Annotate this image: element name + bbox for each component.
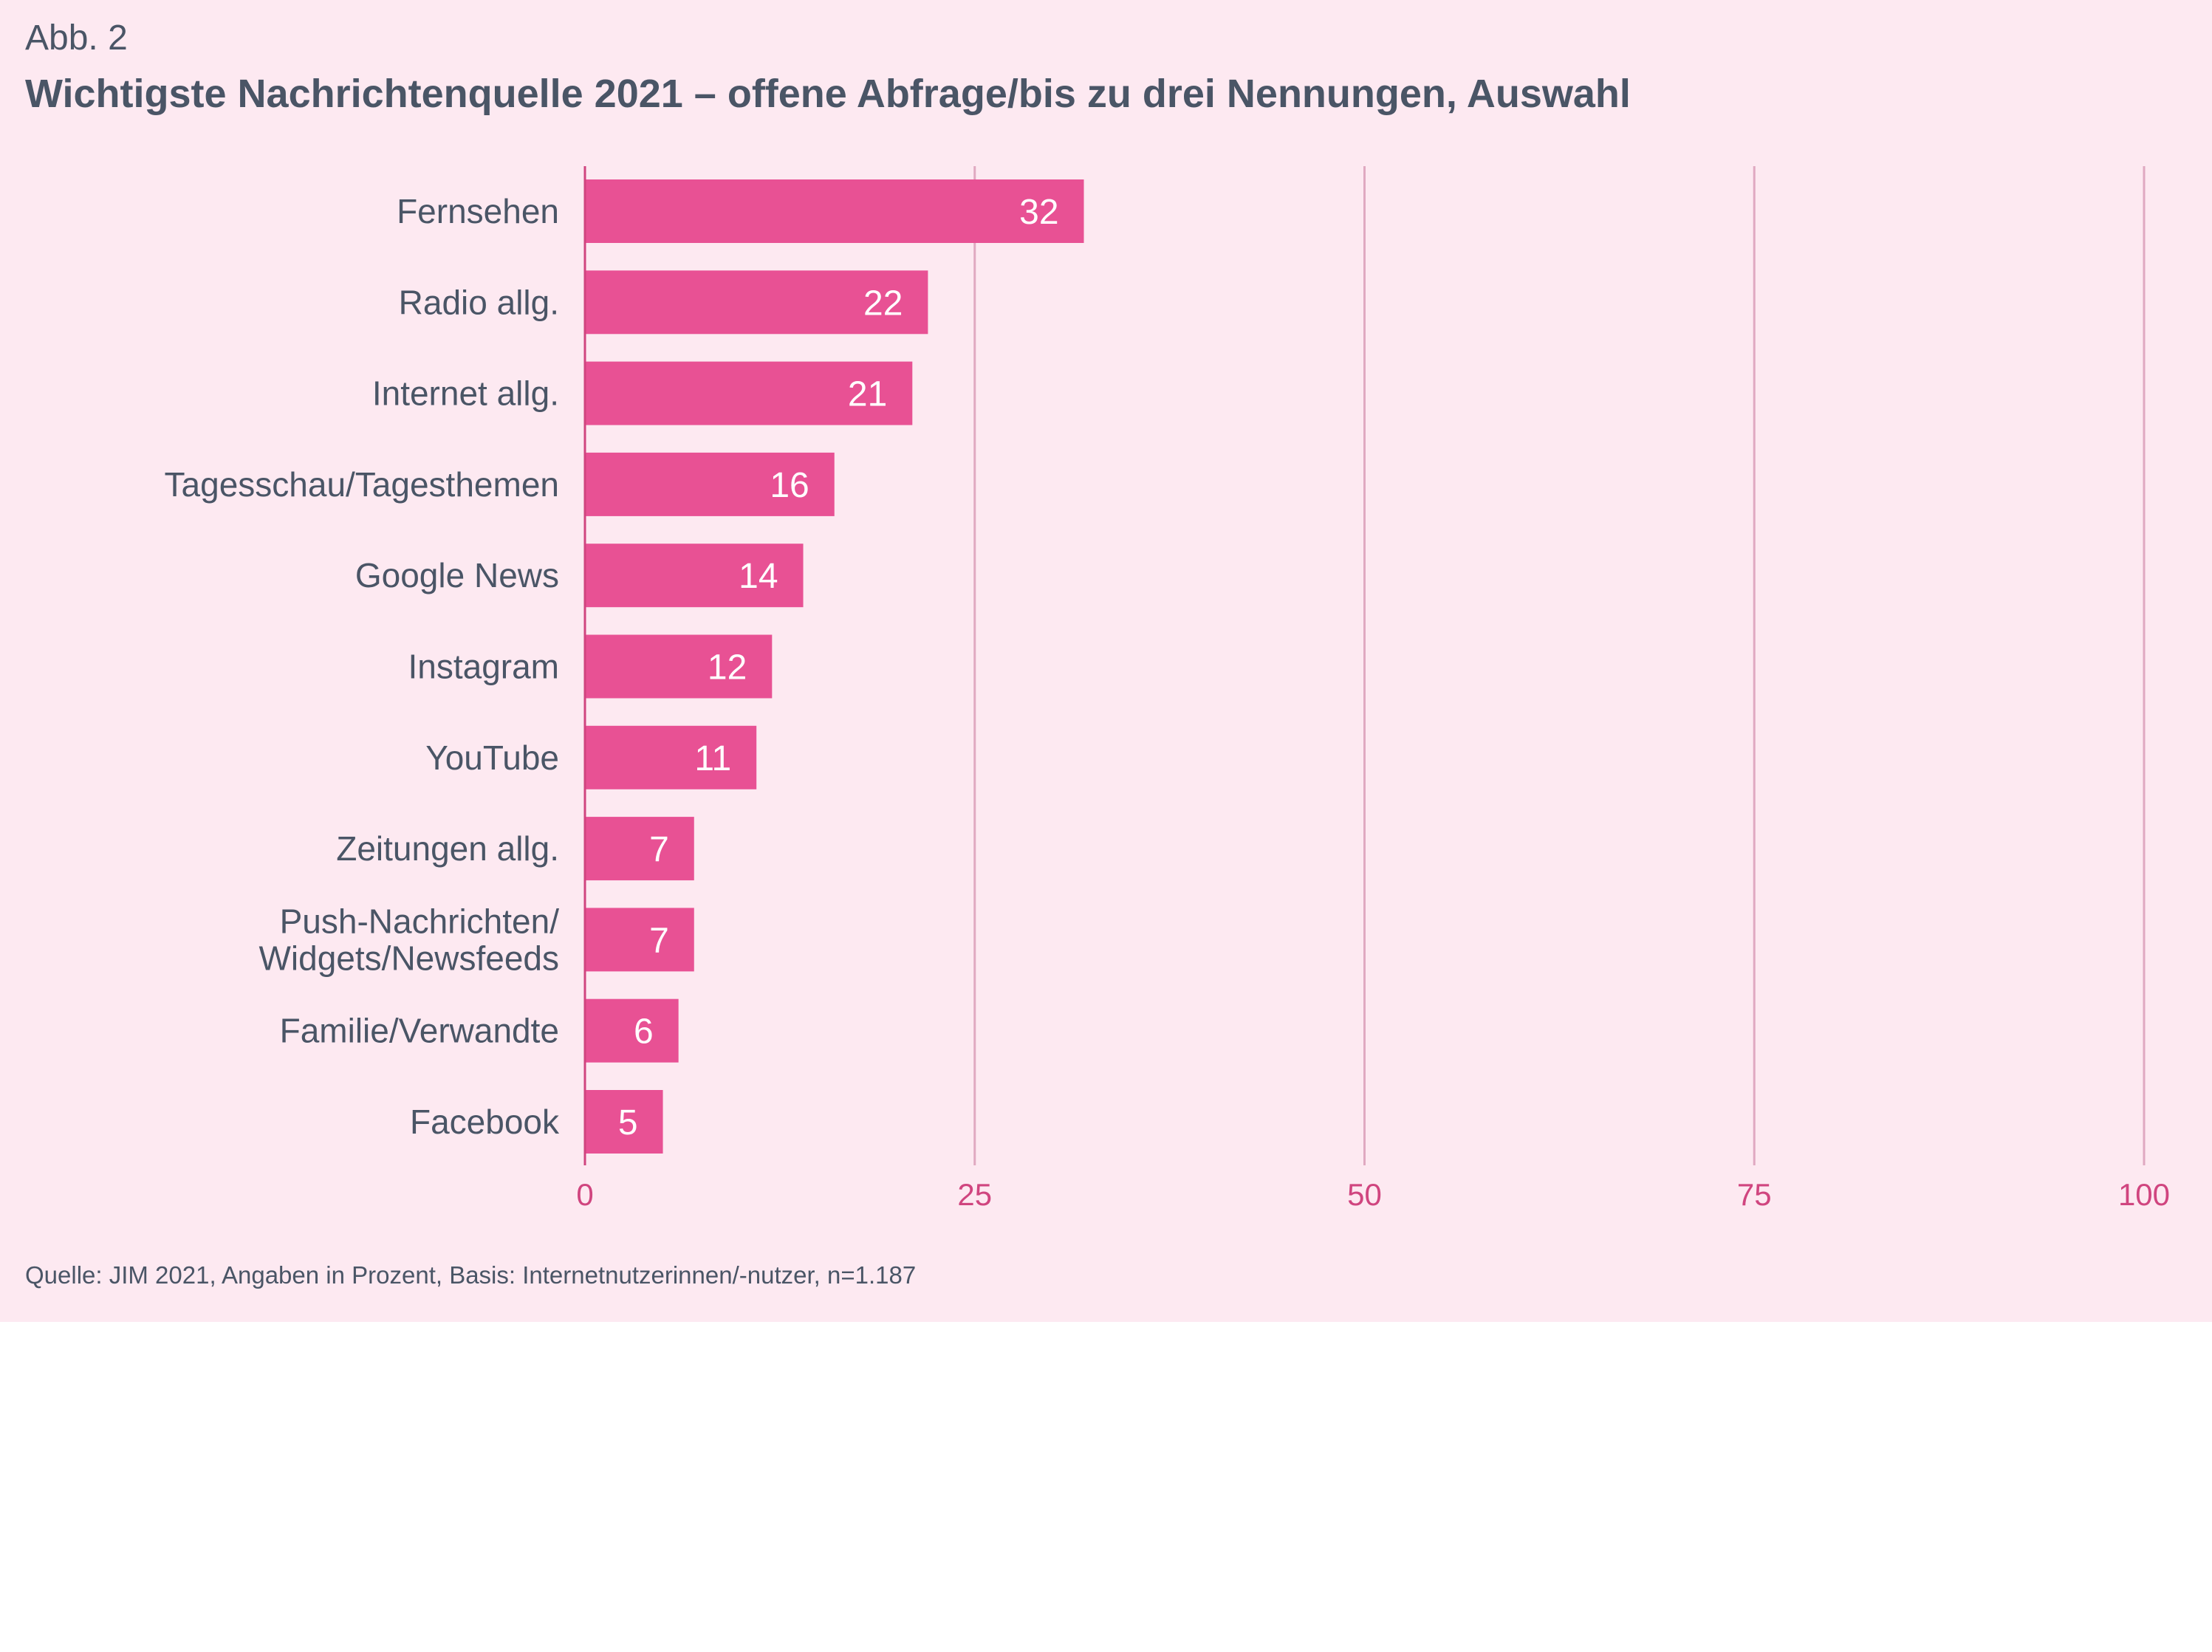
chart-panel (0, 0, 2212, 1322)
bar (585, 634, 773, 699)
bar-chart: 32 22 21 16 14 12 11 7 7 6 5 Fernsehen Radio allg. I… (165, 166, 2170, 1212)
category-label: YouTube (425, 738, 559, 777)
x-tick-label: 0 (576, 1177, 593, 1212)
bar (585, 998, 679, 1063)
x-tick-labels: 0 25 50 75 100 (576, 1177, 2170, 1212)
bar-value-label: 7 (649, 830, 669, 869)
category-label: Push-Nachrichten/ (280, 902, 560, 940)
category-label: Widgets/Newsfeeds (259, 939, 560, 977)
category-label: Instagram (408, 648, 559, 686)
category-label: Internet allg. (372, 374, 559, 413)
chart-title: Wichtigste Nachrichtenquelle 2021 – offe… (25, 72, 1631, 116)
bar-value-label: 12 (708, 648, 747, 688)
category-label: Tagesschau/Tagesthemen (165, 465, 559, 504)
bar-value-label: 6 (634, 1012, 654, 1052)
bar (585, 270, 928, 335)
bar-value-label: 32 (1019, 193, 1058, 232)
x-tick-label: 25 (957, 1177, 992, 1212)
bar (585, 179, 1084, 243)
bar (585, 361, 913, 425)
gridlines (973, 166, 2146, 1165)
x-tick-label: 75 (1737, 1177, 1772, 1212)
bar-value-label: 7 (649, 921, 669, 960)
bar-value-label: 22 (863, 284, 903, 323)
bar (585, 1090, 663, 1154)
bar (585, 544, 804, 608)
bars: 32 22 21 16 14 12 11 7 7 6 5 (585, 179, 1084, 1154)
category-labels: Fernsehen Radio allg. Internet allg. Tagess… (165, 192, 560, 1141)
figure-label: Abb. 2 (25, 18, 128, 58)
source-note: Quelle: JIM 2021, Angaben in Prozent, Ba… (25, 1261, 917, 1289)
category-label: Familie/Verwandte (280, 1012, 559, 1050)
category-label: Zeitungen allg. (336, 829, 559, 868)
bar (585, 725, 757, 789)
category-label: Google News (355, 556, 559, 594)
bar-value-label: 5 (618, 1103, 638, 1142)
bar (585, 452, 835, 516)
category-label: Facebook (410, 1103, 560, 1141)
category-label: Radio allg. (399, 283, 559, 321)
bar (585, 817, 694, 881)
bar-value-label: 16 (770, 466, 809, 505)
bar-value-label: 21 (848, 375, 887, 414)
bar-value-label: 14 (739, 557, 778, 596)
bar-value-label: 11 (694, 739, 731, 778)
category-label: Fernsehen (397, 192, 559, 230)
bar (585, 908, 694, 972)
x-tick-label: 100 (2118, 1177, 2170, 1212)
x-tick-label: 50 (1347, 1177, 1382, 1212)
